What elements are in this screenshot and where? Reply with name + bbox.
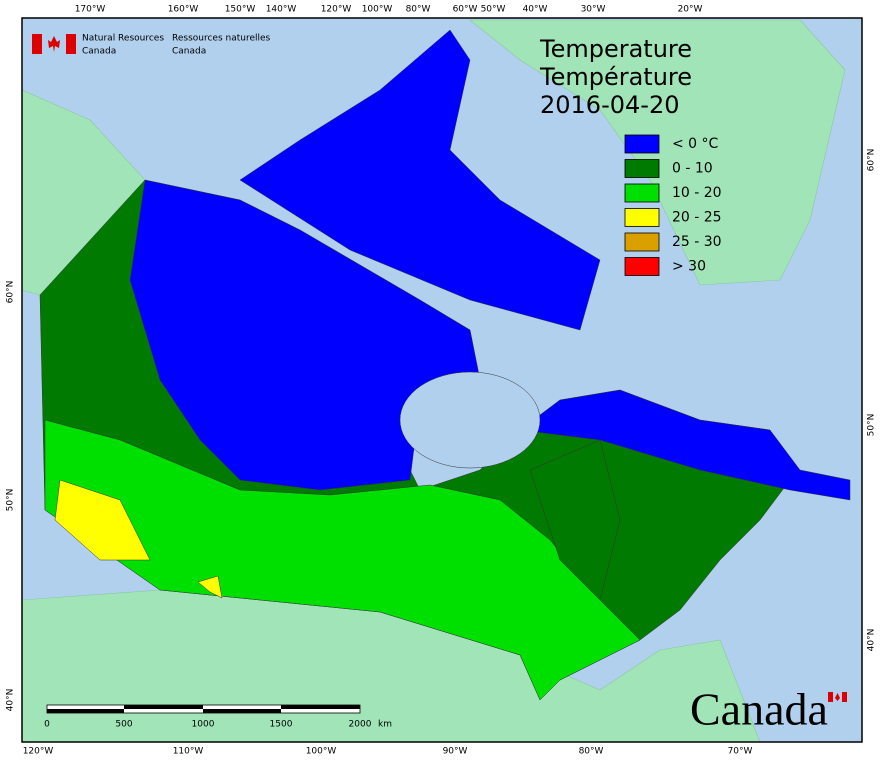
legend-label: 20 - 25 [672,210,722,226]
graticule-label-bottom: 110°W [173,747,204,757]
legend-label: 10 - 20 [672,185,722,201]
zone-20-25-prairie [197,575,223,599]
graticule-label-top: 50°W [481,5,506,15]
flag-bar [32,34,42,54]
title-fr: Température [539,63,692,91]
zone-10-20 [44,419,641,701]
graticule-label-right: 60°N [867,149,877,172]
flag-logo [32,34,76,54]
graticule-label-bottom: 80°W [579,747,604,757]
graticule-label-top: 170°W [75,5,106,15]
scale-bar-segment [203,709,281,713]
graticule-label-top: 140°W [266,5,297,15]
scale-label: 500 [115,720,132,730]
legend-swatch [624,232,660,252]
hudson-bay [399,371,541,469]
zone-0-10-quebec [529,439,621,601]
agency-en: Canada [82,47,116,57]
legend-label: > 30 [672,259,706,275]
agency-en: Natural Resources [82,34,164,44]
scale-bar-segment [281,705,360,709]
legend-swatch [624,183,660,203]
wordmark-flag [828,692,833,702]
canada [39,29,851,701]
graticule-label-right: 40°N [867,629,877,652]
scale-bar-segment [47,709,124,713]
graticule-label-bottom: 90°W [443,747,468,757]
graticule-label-top: 30°W [581,5,606,15]
graticule-label-left: 50°N [6,489,16,512]
graticule-label-top: 40°W [523,5,548,15]
graticule-label-top: 150°W [225,5,256,15]
legend-swatch [624,257,660,276]
legend-swatch [624,208,660,227]
graticule-label-top: 80°W [406,5,431,15]
zone-below-0-east [519,389,851,501]
legend-swatch [624,134,660,154]
agency-fr: Ressources naturelles [172,34,271,44]
legend-label: 25 - 30 [672,234,722,250]
wordmark: Canada [690,684,828,735]
scale-label: 0 [44,720,50,730]
scale-label: 1500 [270,720,293,730]
legend-swatch [624,159,660,178]
agency-fr: Canada [172,47,206,57]
graticule-label-bottom: 120°W [23,747,54,757]
arctic-islands [239,29,601,331]
wordmark-flag [842,692,847,702]
legend-label: 0 - 10 [672,161,713,177]
graticule-label-left: 40°N [6,689,16,712]
graticule-label-left: 60°N [6,281,16,304]
legend-label: < 0 °C [672,136,719,152]
title-date: 2016-04-20 [540,91,679,119]
graticule-label-top: 120°W [321,5,352,15]
title-en: Temperature [539,35,692,63]
wordmark-leaf [835,693,840,701]
flag-bar [66,34,76,54]
map-frame [21,17,863,743]
scale-label: 1000 [192,720,215,730]
graticule-label-top: 100°W [362,5,393,15]
graticule-label-bottom: 100°W [306,747,337,757]
zone-20-25 [54,479,151,561]
scale-label: 2000 [349,720,372,730]
graticule-label-top: 60°W [453,5,478,15]
scale-bar-segment [124,705,203,709]
maple-leaf [48,36,60,52]
graticule-label-bottom: 70°W [728,747,753,757]
graticule-label-top: 20°W [678,5,703,15]
graticule-label-top: 160°W [168,5,199,15]
scale-unit: km [378,720,392,730]
graticule-label-right: 50°N [867,414,877,437]
